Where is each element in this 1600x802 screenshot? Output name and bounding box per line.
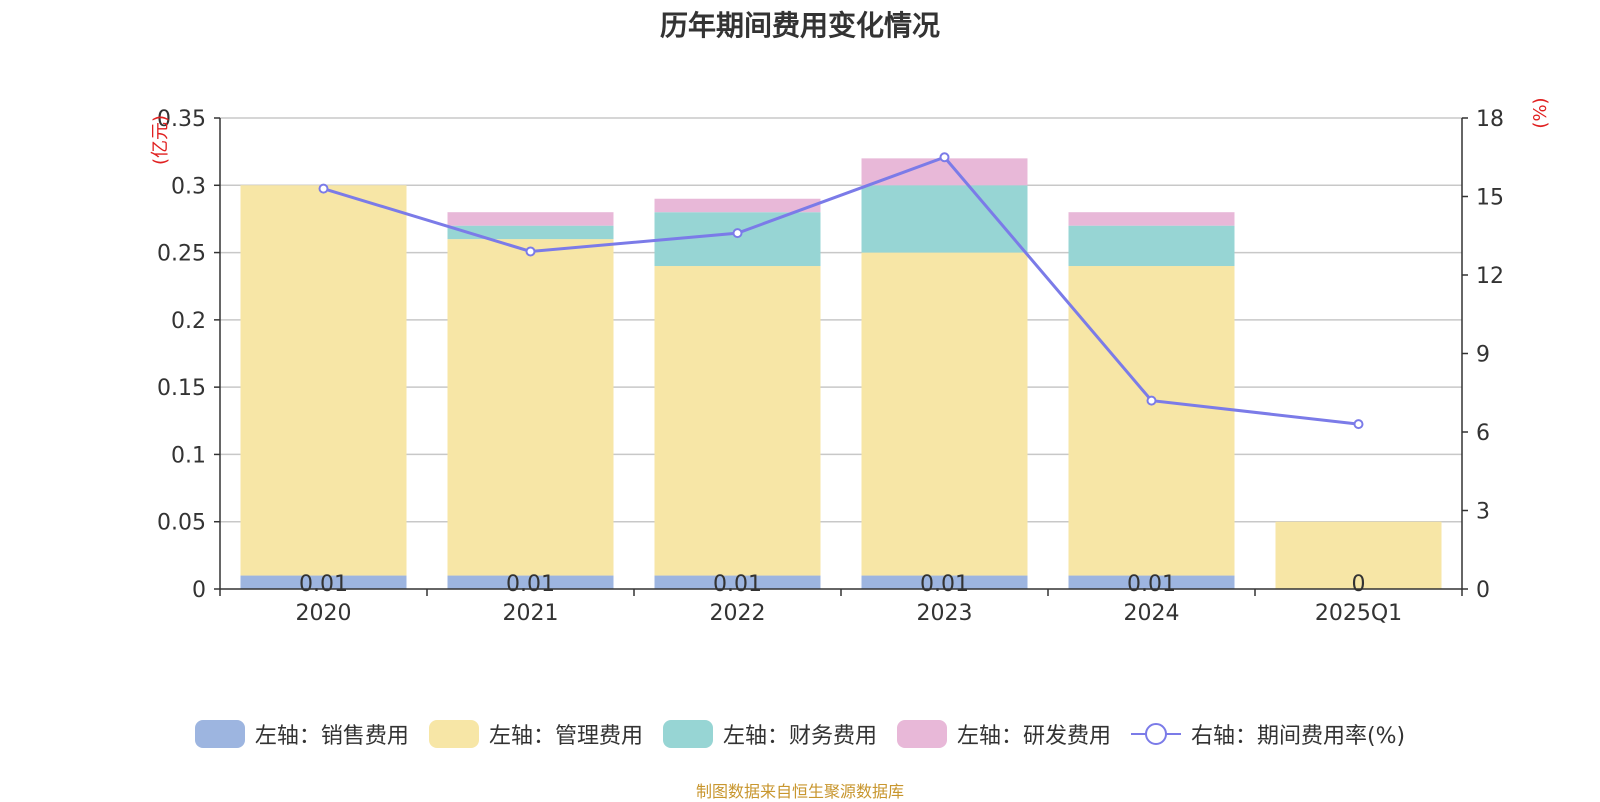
left-tick-label: 0.3 xyxy=(171,174,206,199)
bar-segment xyxy=(447,225,614,240)
rate-point xyxy=(939,152,950,163)
rate-line xyxy=(323,155,1359,426)
chart-title: 历年期间费用变化情况 xyxy=(659,9,940,42)
bar-segment xyxy=(447,212,614,226)
bar-segment xyxy=(654,266,821,576)
bar-data-label: 0 xyxy=(1352,572,1366,597)
bar-segment xyxy=(1068,212,1235,226)
left-tick-label: 0 xyxy=(192,578,206,603)
legend: 左轴：销售费用 左轴：管理费用 左轴：财务费用 左轴：研发费用 右轴：期间费用率… xyxy=(0,718,1600,750)
legend-label-finance: 左轴：财务费用 xyxy=(722,724,877,749)
right-axis-label: (%) xyxy=(1530,97,1551,128)
right-tick-label: 15 xyxy=(1476,186,1504,211)
right-tick-label: 12 xyxy=(1476,264,1504,289)
bar-segment xyxy=(861,575,1028,589)
left-tick-label: 0.05 xyxy=(157,511,206,536)
rate-point xyxy=(318,183,329,194)
x-tick-label: 2020 xyxy=(296,601,352,626)
x-tick-label: 2024 xyxy=(1124,601,1180,626)
rate-point xyxy=(732,228,743,239)
legend-swatch-rate xyxy=(1130,723,1181,745)
bar-segment xyxy=(240,185,407,576)
right-tick-label: 0 xyxy=(1476,578,1490,603)
rate-point xyxy=(525,246,536,257)
x-tick-label: 2023 xyxy=(917,601,973,626)
bar-segment xyxy=(861,252,1028,576)
right-tick-label: 9 xyxy=(1476,343,1490,368)
x-tick-label: 2022 xyxy=(710,601,766,626)
bar-segment xyxy=(240,575,407,589)
bar-data-label: 0.01 xyxy=(713,572,762,597)
rate-point xyxy=(1146,395,1157,406)
left-tick-label: 0.35 xyxy=(157,107,206,132)
bar-segment xyxy=(447,239,614,576)
bar-data-label: 0.01 xyxy=(920,572,969,597)
source-note: 制图数据来自恒生聚源数据库 xyxy=(695,782,904,801)
right-tick-label: 3 xyxy=(1476,500,1490,525)
left-tick-label: 0.1 xyxy=(171,443,206,468)
legend-label-rd: 左轴：研发费用 xyxy=(956,724,1111,749)
bar-segment xyxy=(861,185,1028,253)
bar-segment xyxy=(447,575,614,589)
bar-segment xyxy=(1068,225,1235,267)
legend-label-rate: 右轴：期间费用率(%) xyxy=(1190,724,1406,749)
bar-segment xyxy=(1068,575,1235,589)
bar-data-label: 0.01 xyxy=(1127,572,1176,597)
legend-swatch-admin xyxy=(428,720,479,748)
bar-segment xyxy=(654,198,821,213)
right-tick-label: 6 xyxy=(1476,421,1490,446)
left-tick-label: 0.2 xyxy=(171,309,206,334)
bar-data-label: 0.01 xyxy=(299,572,348,597)
right-tick-label: 18 xyxy=(1476,107,1504,132)
bar-data-label: 0.01 xyxy=(506,572,555,597)
legend-label-admin: 左轴：管理费用 xyxy=(488,724,643,749)
x-tick-label: 2025Q1 xyxy=(1315,601,1402,626)
bar-segment xyxy=(1068,266,1235,576)
legend-label-sales: 左轴：销售费用 xyxy=(254,724,409,749)
legend-item-rd[interactable]: 左轴：研发费用 xyxy=(896,718,1111,750)
x-tick-label: 2021 xyxy=(503,601,559,626)
bar-segment xyxy=(1275,521,1442,589)
legend-swatch-rd xyxy=(896,720,947,748)
rate-point xyxy=(1353,419,1364,430)
left-tick-label: 0.25 xyxy=(157,242,206,267)
bar-segment xyxy=(861,158,1028,186)
legend-swatch-finance xyxy=(662,720,713,748)
left-tick-label: 0.15 xyxy=(157,376,206,401)
legend-swatch-sales xyxy=(194,720,245,748)
legend-item-rate[interactable]: 右轴：期间费用率(%) xyxy=(1130,718,1406,750)
legend-item-finance[interactable]: 左轴：财务费用 xyxy=(662,718,877,750)
bar-segment xyxy=(654,575,821,589)
legend-item-admin[interactable]: 左轴：管理费用 xyxy=(428,718,643,750)
left-axis-label: (亿元) xyxy=(150,115,171,165)
legend-item-sales[interactable]: 左轴：销售费用 xyxy=(194,718,409,750)
